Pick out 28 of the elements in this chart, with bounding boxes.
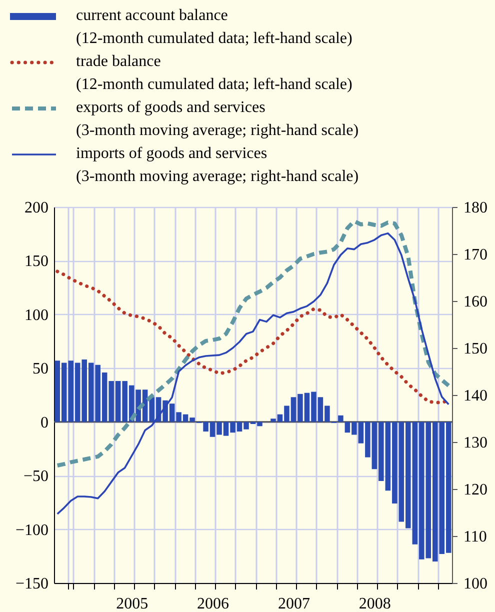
line-series [56,232,450,515]
x-tick-label: 2007 [278,596,310,612]
y2-tick-label: 130 [464,434,488,452]
x-tick-label: 2005 [116,596,148,612]
y-tick-label: 200 [24,200,48,216]
y-tick-label: −100 [15,522,48,539]
x-tick-label: 2006 [197,596,230,612]
y2-tick-label: 100 [464,576,488,592]
y2-tick-label: 120 [464,482,488,498]
y2-tick-label: 140 [464,388,488,404]
legend-label: trade balance (12-month cumulated data; left-hand scale) [76,52,352,95]
y2-tick-label: 170 [464,246,488,264]
y-tick-label: 150 [24,253,48,270]
y2-tick-label: 110 [464,528,487,546]
y2-tick-label: 160 [464,294,488,310]
y-tick-label: 0 [40,414,48,432]
y-tick-label: −150 [15,576,48,592]
line-series [55,219,451,468]
legend-label: exports of goods and services (3-month moving average; right-hand scale) [76,98,359,141]
bar [338,415,344,422]
x-tick-label: 2008 [358,596,391,612]
y-tick-label: 50 [32,360,48,378]
legend-label: imports of goods and services (3-month moving average; right-hand scale) [76,144,359,187]
legend-label: current account balance (12-month cumulated data; left-hand scale) [76,6,352,49]
y-tick-label: 100 [24,306,48,324]
y2-tick-label: 150 [464,340,488,358]
y2-tick-label: 180 [464,200,488,216]
y-tick-label: −50 [23,468,48,486]
